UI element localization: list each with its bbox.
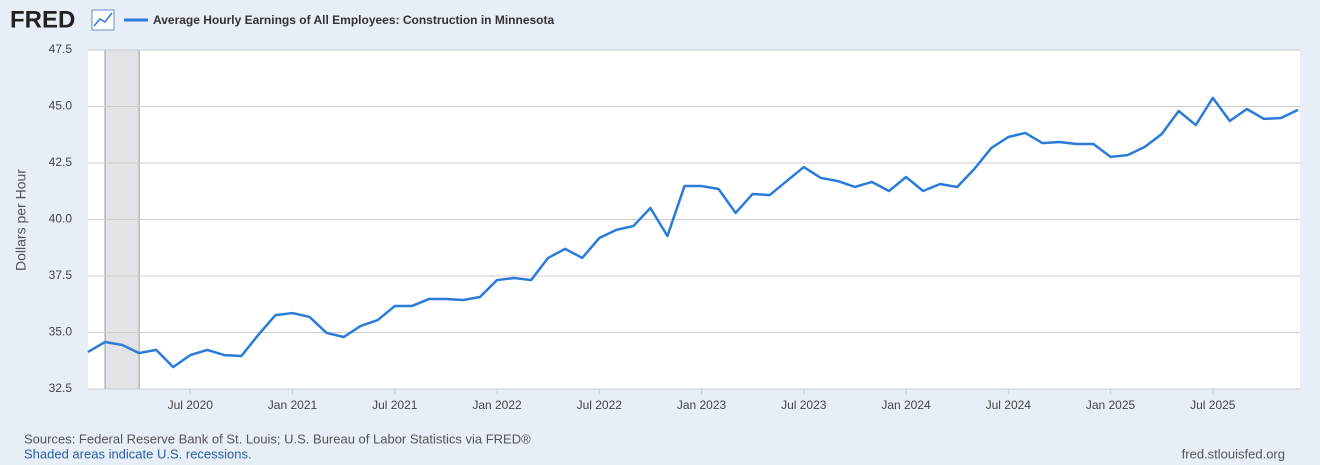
x-tick-label: Jul 2024 [986, 398, 1032, 412]
source: Sources: Federal Reserve Bank of St. Lou… [24, 431, 531, 446]
x-tick-label: Jul 2023 [781, 398, 827, 412]
y-axis-title: Dollars per Hour [13, 169, 29, 271]
y-tick-label: 45.0 [49, 99, 73, 113]
recession-note[interactable]: Shaded areas indicate U.S. recessions. [24, 446, 252, 461]
series-line [87, 96, 1299, 369]
x-tick-label: Jan 2024 [881, 398, 931, 412]
x-tick-label: Jul 2025 [1190, 398, 1236, 412]
legend-label[interactable]: Average Hourly Earnings of All Employees… [153, 13, 555, 27]
x-tick-label: Jan 2023 [677, 398, 727, 412]
y-tick-label: 40.0 [49, 212, 73, 226]
x-tick-label: Jul 2021 [372, 398, 418, 412]
x-tick-label: Jan 2022 [472, 398, 522, 412]
y-tick-label: 32.5 [49, 381, 73, 395]
x-tick-label: Jul 2022 [577, 398, 623, 412]
y-tick-label: 47.5 [49, 42, 73, 56]
y-tick-label: 37.5 [49, 268, 73, 282]
logo[interactable]: FRED [10, 6, 75, 33]
url[interactable]: fred.stlouisfed.org [1182, 446, 1285, 461]
y-tick-label: 35.0 [49, 325, 73, 339]
logo-icon-line [93, 12, 113, 27]
x-tick-label: Jan 2025 [1086, 398, 1136, 412]
x-tick-label: Jan 2021 [268, 398, 318, 412]
y-tick-label: 42.5 [49, 155, 73, 169]
x-tick-label: Jul 2020 [168, 398, 214, 412]
